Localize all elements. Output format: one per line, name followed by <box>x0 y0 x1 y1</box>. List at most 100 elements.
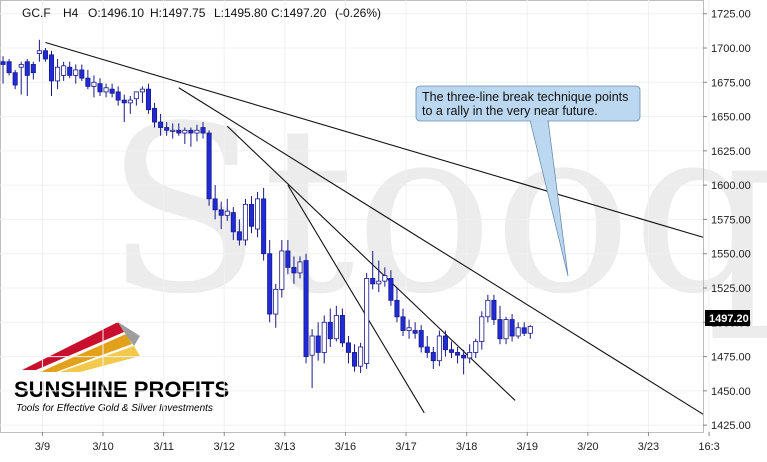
candle <box>309 329 315 389</box>
candle-body <box>285 250 291 268</box>
x-tick-label: 3/10 <box>92 441 113 453</box>
candle <box>121 94 127 123</box>
candle <box>315 322 321 361</box>
candle <box>230 207 236 240</box>
candle-body <box>527 325 533 334</box>
candle-body <box>327 321 333 340</box>
candle <box>515 322 521 339</box>
callout: The three-line break technique points to… <box>415 85 641 277</box>
candle <box>73 64 79 84</box>
candle-body <box>67 66 73 76</box>
candle <box>145 83 151 114</box>
candle <box>406 319 412 339</box>
x-tick-label: 3/9 <box>35 441 50 453</box>
trendline <box>45 41 704 238</box>
change-label: (-0.26%) <box>335 6 381 20</box>
candle <box>97 78 103 96</box>
candle <box>42 48 48 62</box>
candle-body <box>461 354 467 359</box>
candle-body <box>345 342 351 353</box>
candle <box>321 315 327 364</box>
x-tick-label: 3/19 <box>517 441 538 453</box>
candle-body <box>400 316 406 331</box>
candle-body <box>200 127 206 134</box>
logo-emblem <box>22 322 140 372</box>
candle-body <box>255 198 261 230</box>
candle-body <box>515 327 521 337</box>
candle <box>79 64 85 81</box>
candles <box>0 39 533 389</box>
candle <box>497 305 503 345</box>
candle-body <box>85 77 91 87</box>
candle <box>430 346 436 369</box>
candle <box>48 50 55 96</box>
candle-body <box>412 330 418 334</box>
candle-body <box>473 341 479 353</box>
candle <box>509 314 515 342</box>
candle-body <box>352 352 358 367</box>
candle-body <box>164 127 170 131</box>
x-tick-label: 3/13 <box>274 441 295 453</box>
interval-label: H4 <box>63 6 79 20</box>
candle <box>527 325 533 339</box>
candle <box>485 294 491 323</box>
x-tick-label: 3/12 <box>214 441 235 453</box>
close-label: C:1497.20 <box>271 6 327 20</box>
candle <box>479 311 485 350</box>
candle <box>61 61 67 81</box>
candle <box>418 325 424 353</box>
candle <box>291 256 297 284</box>
y-tick-label: 1650.00 <box>711 112 751 124</box>
candle <box>255 192 261 238</box>
candle <box>521 322 527 336</box>
candle-body <box>145 88 151 111</box>
candle-body <box>158 121 164 128</box>
candle-body <box>309 335 315 356</box>
logo-subtitle: Tools for Effective Gold & Silver Invest… <box>16 403 213 414</box>
callout-box <box>415 85 641 122</box>
candle-body <box>103 87 109 93</box>
candle-body <box>491 299 497 320</box>
candle-body <box>127 99 133 104</box>
candle-body <box>455 352 461 356</box>
candle <box>461 349 467 375</box>
candle-body <box>418 330 424 348</box>
logo-title: SUNSHINE PROFITS <box>14 377 229 402</box>
candle-body <box>382 275 388 282</box>
candle <box>109 83 115 98</box>
candle-body <box>115 91 121 101</box>
candle-body <box>485 299 491 318</box>
open-label: O:1496.10 <box>88 6 144 20</box>
candle <box>85 69 91 90</box>
candle <box>164 122 170 136</box>
candle <box>273 283 279 328</box>
high-label: H:1497.75 <box>150 6 206 20</box>
candle-body <box>109 88 115 94</box>
candle <box>12 69 18 90</box>
x-tick-label: 3/11 <box>153 441 174 453</box>
candle-body <box>448 349 455 353</box>
candle-body <box>230 212 236 233</box>
candle <box>224 198 230 221</box>
candle-body <box>388 277 394 301</box>
candle-body <box>91 81 97 87</box>
candle-body <box>48 54 55 82</box>
candle <box>448 341 455 358</box>
candle <box>473 338 479 358</box>
candle <box>200 122 206 139</box>
ohlc-header: GC.F H4 O:1496.10 H:1497.75 L:1495.80 C:… <box>22 6 381 20</box>
candle <box>248 196 255 234</box>
candle-body <box>479 316 485 342</box>
candle <box>327 308 333 347</box>
candle <box>400 308 406 336</box>
candle-body <box>97 83 103 93</box>
candle <box>152 102 158 128</box>
candle <box>297 256 303 279</box>
candle-body <box>267 253 273 315</box>
candle <box>370 250 376 290</box>
candle-body <box>503 319 509 340</box>
candle-body <box>315 335 321 353</box>
candle <box>55 58 61 90</box>
candle <box>303 253 309 364</box>
candle <box>206 130 212 206</box>
